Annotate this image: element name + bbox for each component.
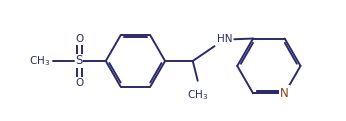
Text: O: O xyxy=(75,78,83,88)
Text: S: S xyxy=(75,54,83,68)
Text: CH$_3$: CH$_3$ xyxy=(187,89,208,102)
Text: CH$_3$: CH$_3$ xyxy=(29,54,50,68)
Text: O: O xyxy=(75,34,83,44)
Text: N: N xyxy=(280,87,289,100)
Text: HN: HN xyxy=(217,34,232,44)
